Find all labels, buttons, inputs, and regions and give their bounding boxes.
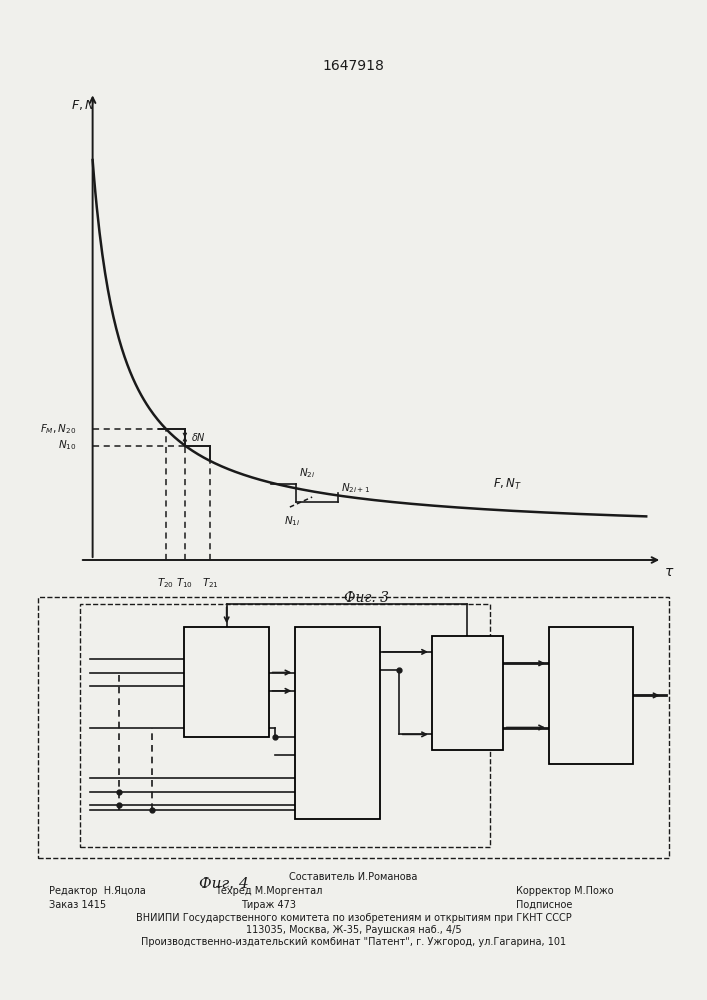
Text: 0: 0 [301,773,306,782]
Text: R: R [441,647,447,656]
Text: 113035, Москва, Ж-35, Раушская наб., 4/5: 113035, Москва, Ж-35, Раушская наб., 4/5 [246,925,461,935]
Text: ==: == [329,633,345,642]
Text: $\delta N$: $\delta N$ [191,431,206,443]
Text: $F_M, N_{20}$: $F_M, N_{20}$ [40,422,77,436]
Text: $T_{10}$: $T_{10}$ [176,576,194,590]
Text: .: . [310,796,312,805]
Text: +1: +1 [441,730,452,739]
Text: Заказ 1415: Заказ 1415 [49,900,107,910]
Text: Редактор  Н.Яцола: Редактор Н.Яцола [49,886,146,896]
Bar [81,604,490,847]
Text: $F, N$: $F, N$ [71,98,95,111]
Text: DC: DC [581,667,601,680]
Text: $F, N_T$: $F, N_T$ [493,477,522,492]
Text: 15: 15 [301,750,311,760]
Text: Составитель И.Романова: Составитель И.Романова [289,872,418,882]
Text: 1: 1 [191,682,196,691]
Text: .: . [310,789,312,798]
Text: $T_{20}$: $T_{20}$ [157,576,175,590]
Text: Техред М.Моргентал: Техред М.Моргентал [215,886,322,896]
Text: .: . [199,709,202,719]
Text: .: . [310,712,312,721]
Text: 15: 15 [221,654,233,663]
Bar [431,636,503,750]
Text: Корректор М.Пожо: Корректор М.Пожо [516,886,614,896]
Text: $\tau$: $\tau$ [664,566,674,580]
Text: ВНИИПИ Государственного комитета по изобретениям и открытиям при ГКНТ СССР: ВНИИПИ Государственного комитета по изоб… [136,913,571,923]
Text: 0: 0 [191,668,196,677]
Text: Производственно-издательский комбинат "Патент", г. Ужгород, ул.Гагарина, 101: Производственно-издательский комбинат "П… [141,937,566,947]
Text: 18: 18 [583,699,599,712]
Text: 0: 0 [301,668,306,677]
Bar [549,627,633,764]
Text: 2: 2 [301,801,306,810]
Text: 14: 14 [301,732,311,741]
Text: Подписное: Подписное [516,900,573,910]
Text: 1: 1 [301,686,306,695]
Text: CT: CT [461,670,474,679]
Text: 15: 15 [301,806,311,814]
Text: .: . [199,695,202,705]
Text: $\leftarrow$: $\leftarrow$ [191,641,200,650]
Text: 15: 15 [191,723,201,732]
Bar [295,627,380,819]
Text: Фиг. 4: Фиг. 4 [199,877,248,891]
Text: $N_{2i}$: $N_{2i}$ [300,467,316,480]
Text: .: . [199,702,202,712]
Text: 1647918: 1647918 [322,59,385,73]
Text: .: . [310,783,312,792]
Text: 17: 17 [462,693,473,702]
Text: .: . [310,718,312,727]
Text: Тираж 473: Тираж 473 [241,900,296,910]
Text: $N_{1i}$: $N_{1i}$ [284,515,300,528]
Text: C: C [191,654,196,663]
Text: $N_{2i+1}$: $N_{2i+1}$ [341,482,370,495]
Text: 16: 16 [332,652,343,661]
Text: $N_{10}$: $N_{10}$ [58,439,77,452]
Text: .: . [310,705,312,714]
Bar [185,627,269,737]
Text: Фиг. 3: Фиг. 3 [344,591,389,605]
Text: 1: 1 [301,787,306,796]
Text: $T_{21}$: $T_{21}$ [202,576,218,590]
Text: RG: RG [220,636,234,645]
